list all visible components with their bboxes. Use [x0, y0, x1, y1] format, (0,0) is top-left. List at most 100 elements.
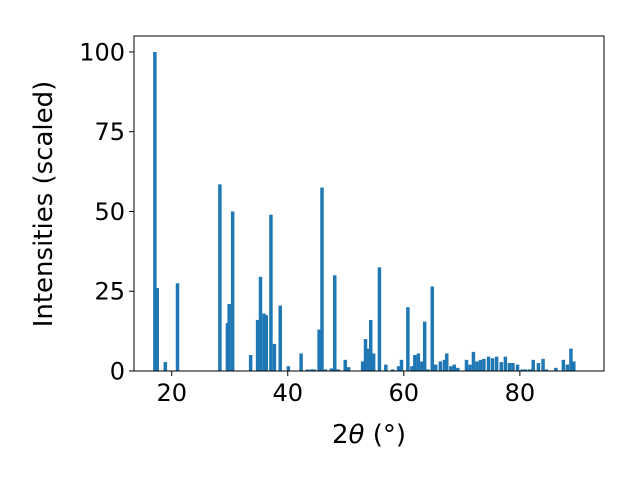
- bar: [230, 211, 235, 371]
- bar: [554, 367, 558, 371]
- x-tick-label: 60: [389, 379, 420, 407]
- bar: [471, 351, 476, 371]
- bar: [536, 363, 541, 371]
- bar: [561, 359, 566, 371]
- bar: [482, 358, 486, 371]
- bar: [420, 361, 424, 371]
- bar: [452, 364, 457, 371]
- bar: [255, 319, 260, 371]
- x-axis-title: 2θ (°): [332, 420, 406, 450]
- bar: [416, 353, 421, 371]
- x-axis-title-theta: θ: [349, 420, 365, 450]
- bar: [499, 362, 504, 371]
- bar: [475, 361, 479, 371]
- bar: [565, 364, 570, 371]
- bar: [430, 286, 434, 371]
- x-tick-label: 40: [272, 379, 303, 407]
- y-tick-label: 100: [79, 38, 125, 66]
- bar: [309, 369, 314, 371]
- bar: [531, 359, 535, 371]
- bar: [544, 369, 549, 371]
- bar: [317, 329, 321, 371]
- bar: [413, 355, 417, 371]
- bar: [323, 369, 328, 371]
- bar: [515, 364, 520, 371]
- bar: [426, 369, 430, 371]
- bar: [305, 369, 310, 371]
- bar: [396, 366, 401, 371]
- bar: [490, 358, 495, 371]
- bar: [346, 367, 351, 371]
- x-axis-ticks: 20 40 60 80: [156, 371, 535, 407]
- bar: [478, 359, 483, 371]
- bar: [248, 355, 253, 371]
- y-tick-label: 50: [94, 198, 125, 226]
- bar: [377, 267, 382, 371]
- y-axis-title: Intensities (scaled): [29, 81, 59, 328]
- bar: [264, 315, 269, 371]
- bar: [262, 313, 266, 371]
- bar-series: [153, 51, 576, 371]
- bar: [286, 366, 291, 371]
- bar: [486, 356, 491, 371]
- bar: [384, 364, 388, 371]
- bar: [269, 214, 273, 371]
- bar: [371, 353, 376, 371]
- bar: [258, 276, 263, 371]
- bar: [494, 356, 499, 371]
- bar: [507, 363, 512, 371]
- bar: [299, 353, 303, 371]
- bar: [333, 275, 337, 371]
- x-axis-title-prefix: 2: [332, 420, 349, 450]
- bar: [363, 339, 368, 371]
- plot-frame: [133, 35, 605, 372]
- bar: [449, 366, 453, 371]
- y-tick-label: 0: [110, 358, 125, 386]
- bar: [391, 369, 395, 371]
- y-tick-label: 75: [94, 118, 125, 146]
- x-tick-label: 80: [505, 379, 536, 407]
- bar: [218, 184, 222, 371]
- bar: [175, 283, 180, 371]
- x-tick-label: 20: [156, 379, 187, 407]
- bar: [366, 348, 371, 371]
- bar: [225, 323, 230, 371]
- bar: [369, 319, 373, 371]
- bar: [312, 369, 317, 371]
- bar: [272, 343, 277, 371]
- bar: [511, 363, 515, 371]
- bar: [464, 359, 469, 371]
- bar: [320, 187, 324, 371]
- bar: [442, 359, 447, 371]
- bar: [569, 348, 573, 371]
- bar: [433, 364, 438, 371]
- bar: [227, 304, 231, 371]
- bar: [360, 361, 365, 371]
- x-axis-title-unit: (°): [364, 420, 406, 450]
- bar: [278, 305, 282, 371]
- bar: [456, 367, 460, 371]
- bar: [438, 361, 443, 371]
- bar: [520, 369, 524, 371]
- bar: [445, 353, 449, 371]
- bar: [468, 364, 472, 371]
- y-axis-ticks: 0 25 50 75 100: [79, 38, 134, 386]
- bar: [541, 358, 545, 371]
- y-tick-label: 25: [94, 278, 125, 306]
- bar: [527, 369, 532, 371]
- bar: [343, 359, 347, 371]
- bar: [329, 368, 334, 371]
- bar: [163, 362, 168, 371]
- bar: [155, 288, 159, 371]
- bar: [503, 356, 508, 371]
- bar: [410, 366, 414, 371]
- bar: [422, 321, 427, 371]
- bar: [336, 369, 340, 371]
- bar: [399, 359, 404, 371]
- bar: [153, 51, 157, 371]
- bar: [523, 369, 528, 371]
- bar: [572, 361, 576, 371]
- bar: [406, 307, 410, 371]
